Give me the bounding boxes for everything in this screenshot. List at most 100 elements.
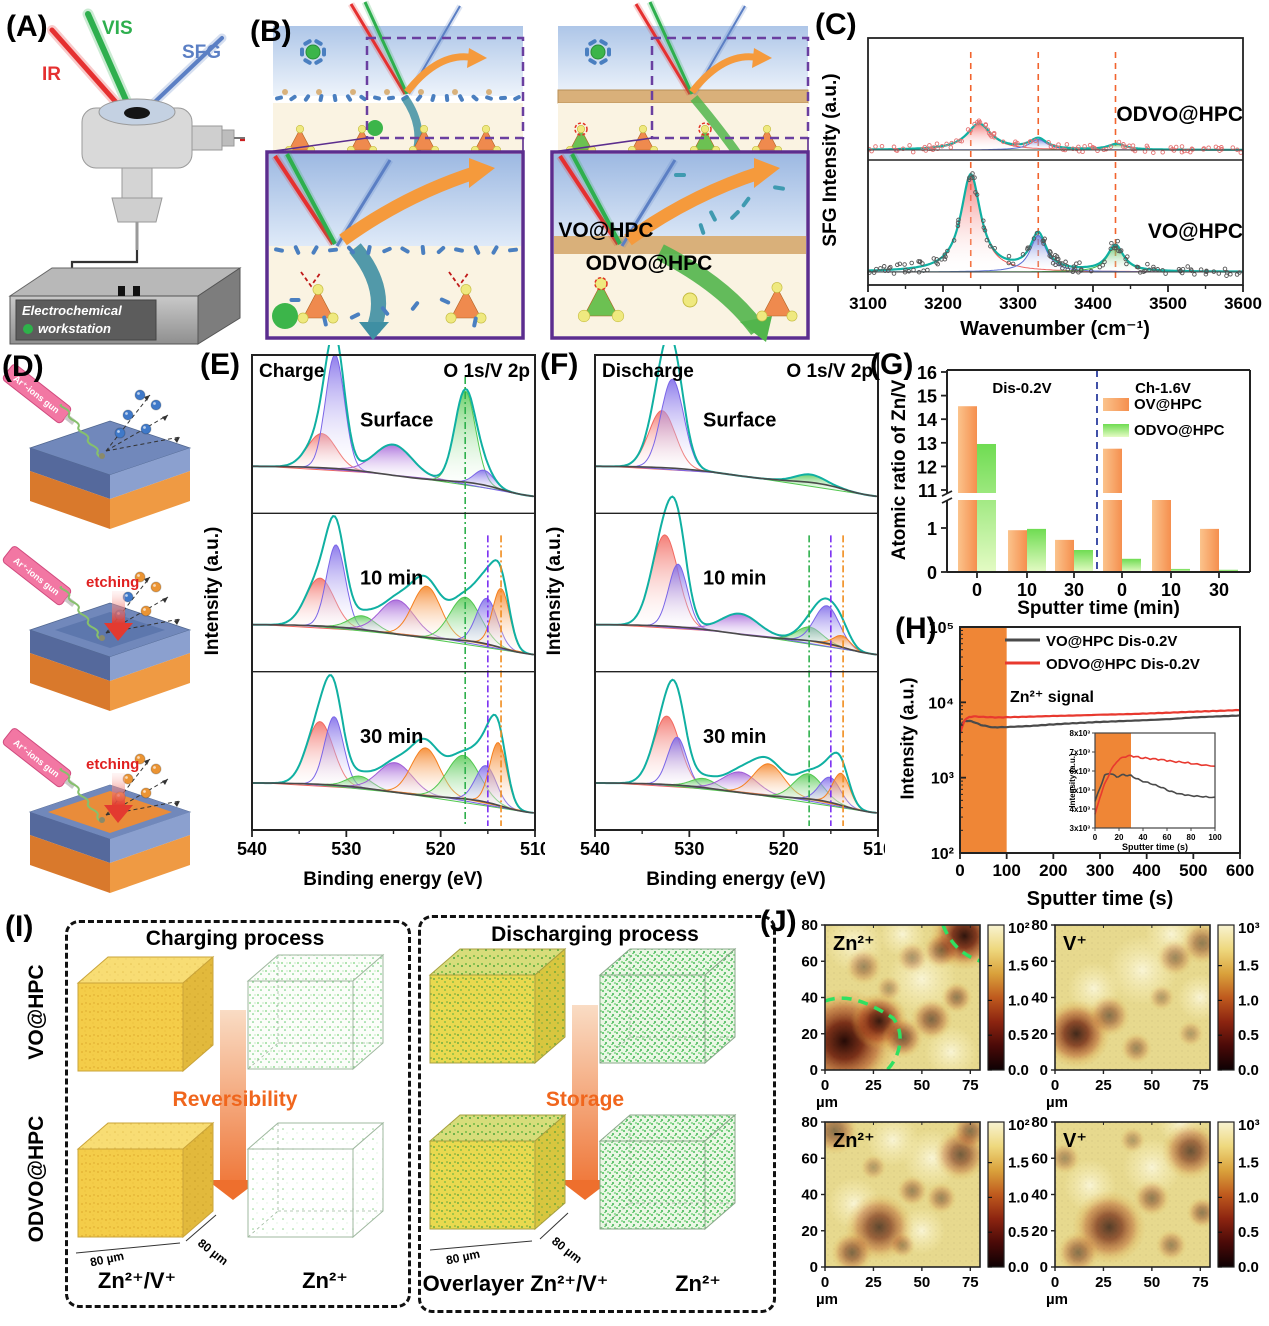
panel-a-setup-schematic: (A) IR VIS SFG Electrochemical workstation: [0, 0, 254, 345]
colorbar-tick-label: 1.5: [1238, 958, 1259, 975]
data-point: [1071, 264, 1077, 269]
oxygen-atom: [460, 284, 472, 295]
bar-odvo-hpc: [1027, 528, 1046, 572]
colorbar-tick-label: 0.0: [1008, 1259, 1029, 1276]
sims-ion-maps: Zn²⁺0 25 50 75806040200µm10²1.51.00.50.0V⁺0…: [801, 917, 1260, 1308]
map-group: [825, 1122, 980, 1267]
data-point: [1238, 150, 1244, 155]
scale-line: [539, 1212, 569, 1240]
water-molecule: [293, 245, 301, 255]
x-tick-label: 540: [237, 839, 267, 859]
data-point: [1168, 145, 1174, 150]
carbon-fragment: [316, 89, 322, 95]
data-point: [1151, 266, 1157, 272]
water-molecule: [439, 297, 451, 305]
data-point: [944, 141, 949, 147]
data-point: [931, 256, 937, 261]
colorbar-tick-label: 0.0: [1008, 1062, 1029, 1079]
map-x-tick-label: 0: [821, 1077, 829, 1094]
ejection-dashed-arrow: [105, 414, 169, 452]
cell-aperture: [124, 107, 150, 119]
map-y-tick-label: 40: [801, 1187, 818, 1204]
colorbar-tick-label: 1.5: [1238, 1155, 1259, 1172]
cell-stem: [121, 167, 153, 199]
data-point: [1010, 261, 1016, 267]
data-point: [1118, 248, 1124, 253]
water-molecule: [454, 247, 464, 253]
x-tick-label: 10: [1017, 580, 1037, 600]
odvo-hpc-caption: ODVO@HPC: [585, 252, 713, 275]
slab-left-face-blue: [30, 812, 110, 863]
water-molecule: [410, 301, 420, 311]
bar-ov-hpc: [1055, 539, 1074, 572]
map-x-tick-label: 25: [1095, 1274, 1112, 1291]
odvo-series-label: ODVO@HPC: [1116, 103, 1243, 126]
map-y-tick-label: 60: [801, 1150, 818, 1167]
data-point: [1095, 148, 1100, 154]
x-tick-label: 100: [992, 861, 1020, 880]
data-point: [1011, 142, 1017, 147]
cube-front-face: [599, 974, 706, 1064]
water-molecule: [436, 245, 446, 255]
x-tick-label: 530: [331, 839, 361, 859]
carbon-fragment: [486, 89, 492, 95]
map-x-tick-label: 50: [914, 1274, 931, 1291]
inset-x-tick-label: 20: [1115, 833, 1124, 842]
data-point: [894, 148, 900, 153]
panel-g-label: (G): [870, 348, 914, 381]
oxygen-atom: [638, 125, 648, 134]
map-x-tick-label: 75: [962, 1274, 979, 1291]
zoom-sfg-out-arrowhead: [469, 158, 495, 188]
oxygen-atom: [327, 312, 339, 324]
vo-polyhedron: [583, 283, 619, 317]
atom-highlight: [143, 426, 146, 429]
water-molecule: [400, 246, 410, 254]
data-point: [895, 262, 900, 268]
discharging-title: Discharging process: [491, 923, 699, 946]
slab-left-face-blue: [30, 448, 110, 499]
data-point: [1204, 268, 1209, 274]
sputtered-atom: [134, 753, 146, 765]
zoom-sfg-out-arrow: [624, 165, 764, 246]
data-point: [1051, 255, 1056, 261]
data-point: [1072, 266, 1078, 272]
y-tick-label: 0: [927, 563, 937, 583]
data-point: [922, 144, 928, 150]
data-point: [1031, 236, 1037, 241]
data-point: [935, 146, 940, 152]
legend-swatch-ov: [1103, 398, 1129, 411]
data-point: [1034, 230, 1040, 236]
region-outline-dashed: [941, 925, 980, 963]
ejection-dashed-arrow: [105, 394, 151, 452]
ejection-arrowhead: [144, 395, 150, 401]
process-arrow-shaft: [220, 1010, 246, 1180]
carbon-fragment: [418, 89, 424, 95]
map-noise: [1055, 1122, 1210, 1267]
map-y-tick-label: 40: [1031, 990, 1048, 1007]
slab-right-face-blue: [110, 630, 190, 681]
power-indicator-dot: [23, 324, 33, 334]
discharging-process-box: [418, 915, 776, 1313]
x-tick-label: 3500: [1149, 294, 1187, 313]
colorbar-exponent: 10³: [1238, 920, 1260, 937]
gun-nozzle: [64, 596, 76, 607]
ar-ion-gun-group: Ar⁺-ions gun: [2, 728, 76, 789]
data-point: [1080, 149, 1085, 155]
colorbar-tick-label: 0.5: [1008, 1224, 1029, 1241]
data-point: [1054, 254, 1060, 259]
ejection-dashed-arrow: [105, 618, 181, 634]
data-point: [1097, 264, 1102, 270]
x-tick-label: 530: [674, 839, 704, 859]
panel-j-label: (J): [760, 905, 797, 938]
map-x-tick-label: 50: [914, 1077, 931, 1094]
data-point: [1135, 265, 1141, 270]
down-arrow-icon: [559, 1180, 611, 1200]
map-y-tick-label: 0: [810, 1062, 818, 1079]
inset-background: [1068, 725, 1220, 852]
map-noise: [825, 1122, 980, 1267]
data-point: [902, 262, 907, 267]
vo-polyhedron: [450, 288, 482, 319]
data-point: [992, 135, 997, 140]
inset-y-axis-title: Intensity (a.u.): [1068, 753, 1077, 808]
